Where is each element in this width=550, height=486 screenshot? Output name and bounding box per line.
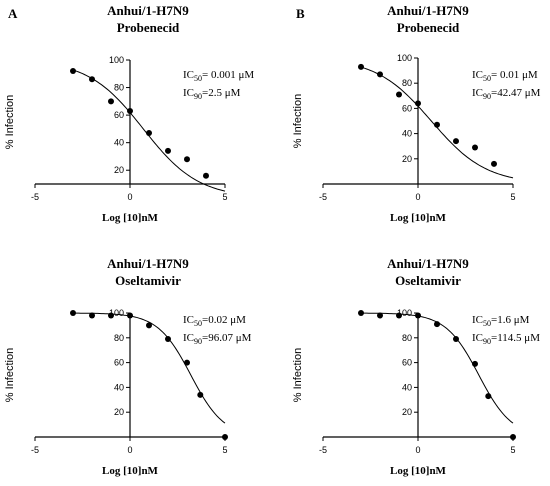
data-point: [358, 310, 364, 316]
y-tick-label: 40: [402, 382, 412, 392]
data-point: [165, 147, 171, 154]
chart-panel-4: Anhui/1-H7N9 Oseltamivir -5 0 5 20 40 60 80 100 Lo…: [292, 256, 540, 477]
data-point: [108, 98, 114, 105]
x-tick-label: 5: [510, 445, 515, 455]
x-tick-label: 0: [127, 192, 132, 202]
y-tick-label: 60: [402, 103, 412, 113]
chart-title: Anhui/1-H7N9: [387, 256, 469, 271]
chart-subtitle: Oseltamivir: [395, 273, 461, 288]
y-axis-label: % Infection: [4, 95, 16, 149]
chart-subtitle: Oseltamivir: [115, 273, 181, 288]
ic-annotation: IC50=0.02 μM: [183, 314, 246, 328]
y-tick-label: 20: [114, 407, 124, 417]
x-tick-label: -5: [31, 192, 39, 202]
x-axis-label: Log [10]nM: [102, 465, 159, 477]
data-point: [472, 360, 478, 367]
fit-curve: [361, 312, 514, 424]
data-point: [453, 138, 459, 145]
data-point: [434, 121, 440, 128]
data-point: [70, 310, 76, 316]
x-tick-label: 0: [127, 445, 132, 455]
x-tick-label: -5: [31, 445, 39, 455]
data-point: [127, 312, 133, 319]
chart-panel-2: B Anhui/1-H7N9 Probenecid -5 0 5 20 40 60 80 100 Lo…: [292, 3, 541, 224]
data-point: [146, 130, 152, 137]
x-tick-label: 5: [510, 192, 515, 202]
data-point: [184, 156, 190, 163]
x-axis-label: Log [10]nM: [102, 212, 159, 224]
data-point: [89, 76, 95, 83]
y-tick-label: 40: [114, 382, 124, 392]
y-tick-label: 60: [114, 110, 124, 120]
x-axis-label: Log [10]nM: [390, 465, 447, 477]
y-tick-label: 60: [114, 358, 124, 368]
y-tick-label: 100: [109, 308, 124, 318]
data-point: [89, 312, 95, 319]
data-point: [377, 71, 383, 78]
data-point: [70, 68, 76, 75]
ic-annotation: IC50=1.6 μM: [472, 314, 530, 328]
y-tick-label: 60: [402, 358, 412, 368]
chart-subtitle: Probenecid: [397, 20, 460, 35]
y-tick-label: 80: [114, 333, 124, 343]
data-point: [165, 336, 171, 343]
ic-annotation: IC50= 0.01 μM: [472, 69, 538, 83]
chart-panel-3: Anhui/1-H7N9 Oseltamivir -5 0 5 20 40 60 80 100 Lo…: [4, 256, 252, 477]
y-tick-label: 100: [397, 308, 412, 318]
data-point: [197, 391, 204, 398]
panel-letter: A: [8, 6, 18, 21]
data-point: [434, 321, 440, 328]
fit-curve: [73, 312, 226, 424]
chart-title: Anhui/1-H7N9: [387, 3, 469, 18]
data-point: [146, 322, 152, 329]
data-point: [108, 312, 114, 319]
y-tick-label: 40: [402, 129, 412, 139]
data-point: [396, 91, 402, 98]
y-tick-label: 100: [397, 53, 412, 63]
x-tick-label: -5: [319, 192, 327, 202]
data-point: [127, 107, 133, 114]
data-point: [222, 434, 228, 440]
x-tick-label: 5: [222, 445, 227, 455]
data-point: [491, 160, 497, 167]
data-point: [203, 172, 209, 179]
y-tick-label: 80: [402, 78, 412, 88]
ic-annotation: IC90=114.5 μM: [472, 332, 540, 346]
panel-letter: B: [296, 6, 305, 21]
x-axis-label: Log [10]nM: [390, 212, 447, 224]
data-point: [358, 63, 364, 70]
ic-annotation: IC90=96.07 μM: [183, 332, 252, 346]
y-tick-label: 80: [402, 333, 412, 343]
y-tick-label: 20: [114, 165, 124, 175]
y-tick-label: 20: [402, 154, 412, 164]
y-axis-label: % Infection: [292, 348, 304, 402]
data-point: [415, 312, 421, 319]
y-axis-label: % Infection: [292, 94, 304, 148]
data-point: [485, 393, 492, 400]
data-point: [472, 144, 478, 151]
data-point: [510, 434, 516, 440]
y-tick-label: 80: [114, 83, 124, 93]
data-point: [415, 100, 421, 107]
x-tick-label: 0: [415, 445, 420, 455]
y-tick-label: 40: [114, 138, 124, 148]
ic-annotation: IC50= 0.001 μM: [183, 69, 254, 83]
ic-annotation: IC90=2.5 μM: [183, 87, 241, 101]
data-point: [453, 336, 459, 343]
data-point: [377, 312, 383, 319]
ic-annotation: IC90=42.47 μM: [472, 87, 541, 101]
y-tick-label: 100: [109, 55, 124, 65]
x-tick-label: 5: [222, 192, 227, 202]
data-point: [396, 312, 402, 319]
chart-title: Anhui/1-H7N9: [107, 256, 189, 271]
x-tick-label: -5: [319, 445, 327, 455]
chart-subtitle: Probenecid: [117, 20, 180, 35]
chart-panel-1: A Anhui/1-H7N9 Probenecid -5 0 5 20 40 60 80 100 Lo…: [4, 3, 254, 224]
y-tick-label: 20: [402, 407, 412, 417]
x-tick-label: 0: [415, 192, 420, 202]
chart-title: Anhui/1-H7N9: [107, 3, 189, 18]
y-axis-label: % Infection: [4, 348, 16, 402]
data-point: [184, 359, 190, 366]
